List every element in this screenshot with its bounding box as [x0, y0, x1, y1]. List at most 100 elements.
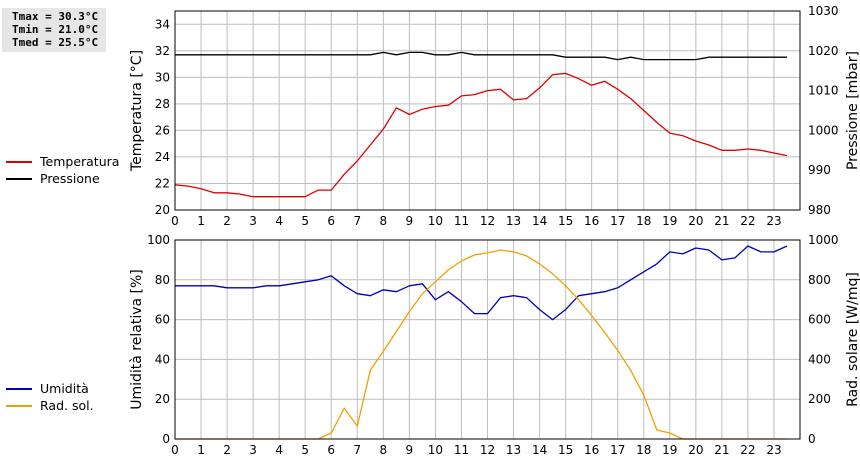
y-tick-label: 20: [155, 392, 170, 406]
x-tick-label: 3: [249, 214, 257, 228]
y2-tick-label: 1010: [808, 84, 839, 98]
legend-swatch-temperature: [6, 160, 32, 163]
x-tick-label: 18: [636, 214, 651, 228]
x-tick-label: 17: [610, 443, 625, 457]
x-tick-label: 9: [406, 443, 414, 457]
x-tick-label: 6: [327, 214, 335, 228]
y-tick-label: 22: [155, 176, 170, 190]
chart-panel-1: 0 1 2 3 4 5 6 7 8 9 10 11 12 13 14 15 16 17 18 19 20 21 22 2302…: [129, 233, 860, 457]
x-tick-label: 7: [353, 443, 361, 457]
y2-tick-label: 1000: [808, 233, 839, 247]
legend-label-radiation: Rad. sol.: [40, 398, 94, 413]
x-tick-label: 17: [610, 214, 625, 228]
legend-item-pressure: Pressione: [6, 170, 119, 187]
x-tick-label: 1: [197, 443, 205, 457]
x-tick-label: 15: [558, 214, 573, 228]
x-tick-label: 11: [454, 214, 469, 228]
y2-tick-label: 980: [808, 203, 831, 217]
tmax-label: Tmax = 30.3°C: [12, 10, 99, 23]
y2-tick-label: 200: [808, 392, 831, 406]
x-tick-label: 4: [275, 443, 283, 457]
y-tick-label: 60: [155, 313, 170, 327]
y2-tick-label: 800: [808, 273, 831, 287]
y2-tick-label: 1030: [808, 4, 839, 18]
y-axis-title: Temperatura [°C]: [129, 50, 145, 172]
x-tick-label: 13: [506, 443, 521, 457]
plot-border: [174, 10, 801, 211]
tmin-label: Tmin = 21.0°C: [12, 23, 99, 36]
x-tick-label: 21: [714, 443, 729, 457]
y-tick-label: 80: [155, 273, 170, 287]
x-tick-label: 23: [766, 443, 781, 457]
x-tick-label: 22: [740, 443, 755, 457]
legend-bottom: Umidità Rad. sol.: [6, 380, 94, 414]
x-tick-label: 13: [506, 214, 521, 228]
legend-swatch-humidity: [6, 387, 32, 390]
legend-label-humidity: Umidità: [40, 381, 89, 396]
x-tick-label: 7: [353, 214, 361, 228]
x-tick-label: 22: [740, 214, 755, 228]
legend-swatch-radiation: [6, 404, 32, 407]
x-tick-label: 12: [480, 214, 495, 228]
legend-label-pressure: Pressione: [40, 171, 100, 186]
x-tick-label: 14: [532, 443, 547, 457]
y-tick-label: 34: [155, 17, 170, 31]
x-tick-label: 21: [714, 214, 729, 228]
y-tick-label: 28: [155, 97, 170, 111]
y2-tick-label: 990: [808, 163, 831, 177]
x-tick-label: 11: [454, 443, 469, 457]
x-tick-label: 9: [406, 214, 414, 228]
x-tick-label: 1: [197, 214, 205, 228]
y-tick-label: 30: [155, 70, 170, 84]
y2-tick-label: 1020: [808, 44, 839, 58]
x-tick-label: 5: [301, 443, 309, 457]
x-tick-label: 0: [171, 443, 179, 457]
x-tick-label: 2: [223, 214, 231, 228]
series-line-pressure: [175, 51, 787, 61]
x-tick-label: 8: [380, 443, 388, 457]
chart-panel-0: 0 1 2 3 4 5 6 7 8 9 10 11 12 13 14 15 16 17 18 19 20 21 22 2320…: [129, 4, 860, 228]
y-tick-label: 40: [155, 352, 170, 366]
stats-box: Tmax = 30.3°C Tmin = 21.0°C Tmed = 25.5°…: [2, 8, 106, 52]
legend-swatch-pressure: [6, 177, 32, 180]
legend-top: Temperatura Pressione: [6, 153, 119, 187]
x-tick-label: 19: [662, 443, 677, 457]
x-tick-label: 2: [223, 443, 231, 457]
x-tick-label: 10: [428, 443, 443, 457]
y-tick-label: 24: [155, 150, 170, 164]
y2-axis-title: Rad. solare [W/mq]: [845, 272, 860, 407]
x-tick-label: 12: [480, 443, 495, 457]
x-tick-label: 4: [275, 214, 283, 228]
y2-tick-label: 0: [808, 432, 816, 446]
y2-tick-label: 1000: [808, 123, 839, 137]
legend-item-radiation: Rad. sol.: [6, 397, 94, 414]
tmed-label: Tmed = 25.5°C: [12, 36, 99, 49]
x-tick-label: 15: [558, 443, 573, 457]
x-tick-label: 5: [301, 214, 309, 228]
x-tick-label: 0: [171, 214, 179, 228]
x-tick-label: 19: [662, 214, 677, 228]
y-tick-label: 100: [147, 233, 170, 247]
legend-item-humidity: Umidità: [6, 380, 94, 397]
x-tick-label: 14: [532, 214, 547, 228]
y-tick-label: 32: [155, 44, 170, 58]
series-line-temperature: [174, 72, 788, 198]
y-tick-label: 0: [162, 432, 170, 446]
x-tick-label: 20: [688, 443, 703, 457]
x-tick-label: 18: [636, 443, 651, 457]
y-tick-label: 26: [155, 123, 170, 137]
x-tick-label: 8: [380, 214, 388, 228]
legend-label-temperature: Temperatura: [40, 154, 120, 169]
y-axis-title: Umidità relativa [%]: [129, 269, 145, 410]
x-tick-label: 16: [584, 214, 599, 228]
y2-tick-label: 400: [808, 352, 831, 366]
x-tick-label: 23: [766, 214, 781, 228]
plot-border: [174, 239, 801, 440]
x-tick-label: 3: [249, 443, 257, 457]
y2-axis-title: Pressione [mbar]: [845, 51, 860, 170]
series-line-humidity: [175, 245, 788, 321]
x-tick-label: 6: [327, 443, 335, 457]
x-tick-label: 20: [688, 214, 703, 228]
x-tick-label: 10: [428, 214, 443, 228]
